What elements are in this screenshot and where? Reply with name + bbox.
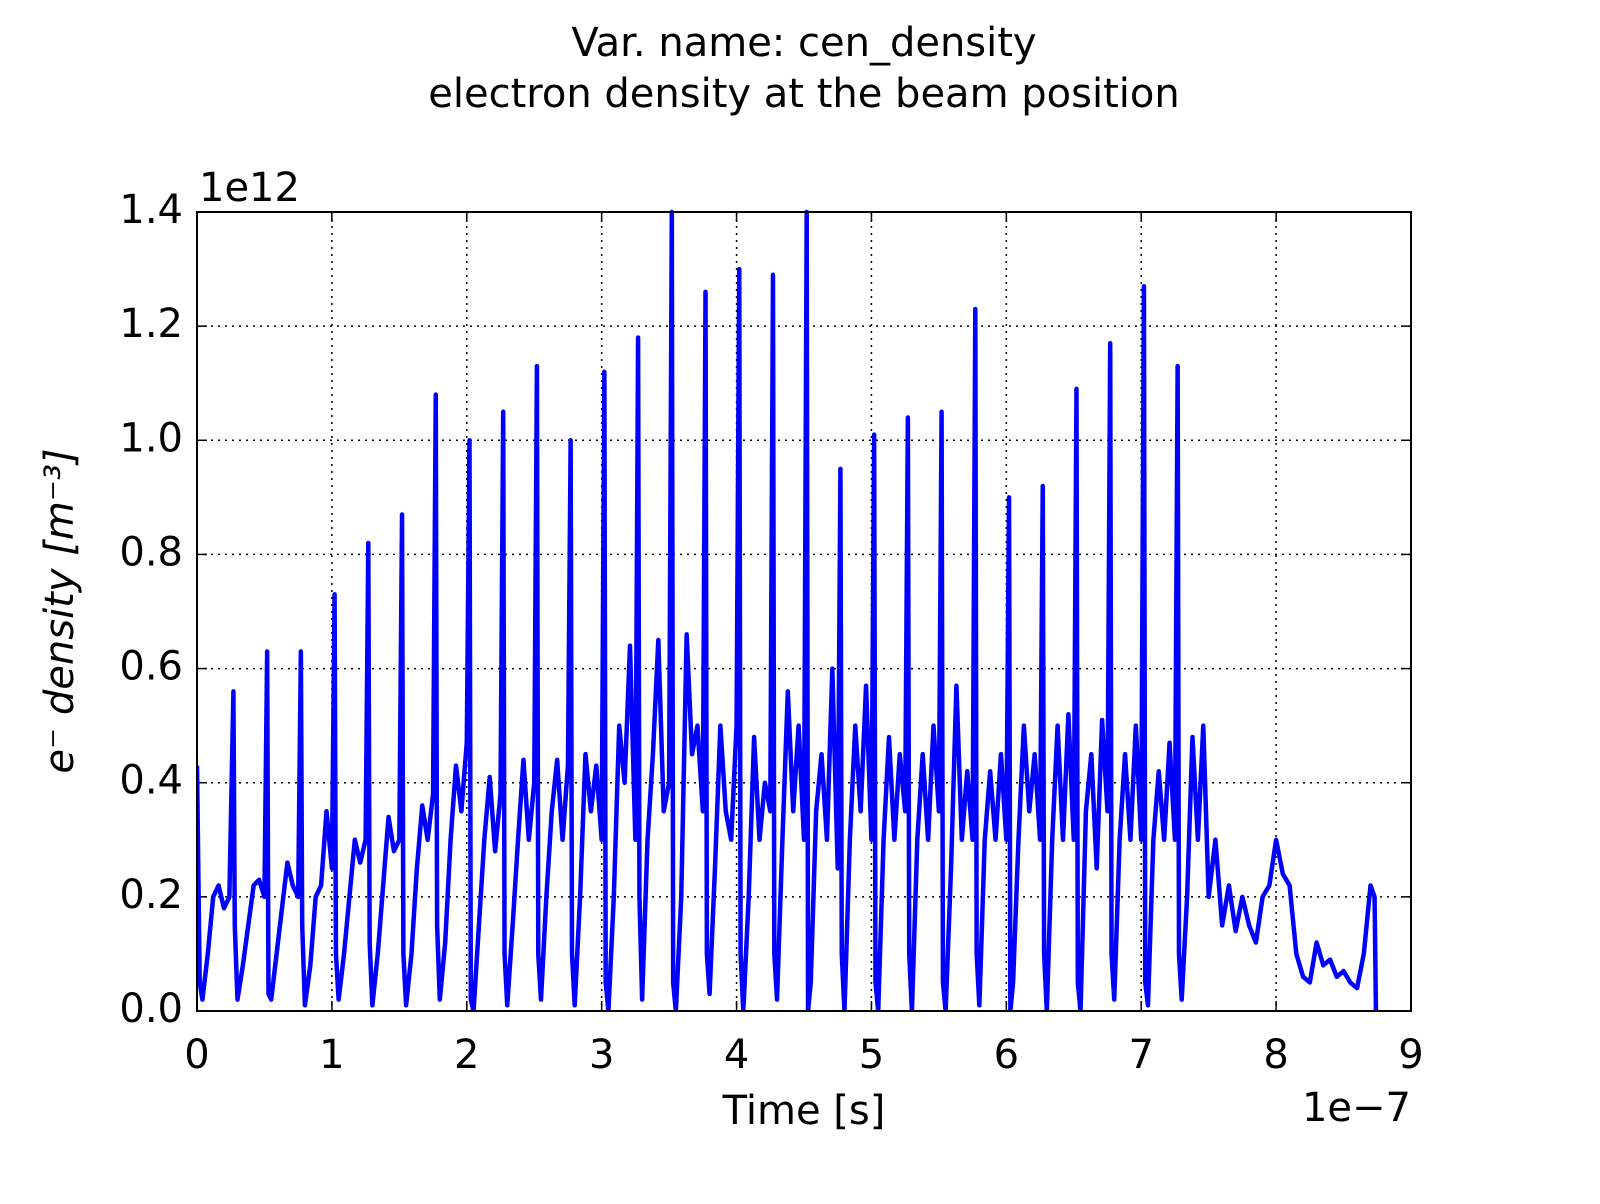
plot-area: 0 1 2 3 4 5 6 7 8 9 0.0 0.2 0.4 0.6 0.8 1.0 1.2 1.4 — [119, 187, 1423, 1078]
x-tick-label: 3 — [589, 1032, 614, 1078]
y-tick-label: 1.0 — [119, 415, 183, 461]
x-tick-label: 4 — [724, 1032, 749, 1078]
y-tick-label: 0.6 — [119, 644, 183, 690]
y-tick-label: 0.4 — [119, 758, 183, 804]
y-tick-label: 0.0 — [119, 986, 183, 1032]
y-axis-label: e⁻ density [m⁻³] — [37, 448, 83, 773]
y-tick-label: 1.4 — [119, 187, 183, 233]
y-tick-label: 1.2 — [119, 301, 183, 347]
y-tick-label: 0.8 — [119, 529, 183, 575]
x-tick-label: 6 — [994, 1032, 1019, 1078]
x-tick-label: 5 — [859, 1032, 884, 1078]
chart-title: Var. name: cen_density — [571, 20, 1036, 66]
x-tick-label: 9 — [1398, 1032, 1423, 1078]
x-tick-label: 2 — [454, 1032, 479, 1078]
x-tick-label: 8 — [1263, 1032, 1288, 1078]
x-tick-label: 7 — [1128, 1032, 1153, 1078]
x-axis-label: Time [s] — [722, 1088, 886, 1134]
x-tick-label: 0 — [184, 1032, 209, 1078]
x-offset-label: 1e−7 — [1302, 1085, 1411, 1131]
x-tick-label: 1 — [319, 1032, 344, 1078]
chart-subtitle: electron density at the beam position — [428, 71, 1179, 117]
data-line — [197, 209, 1379, 1011]
plot-frame — [196, 211, 1412, 1012]
y-tick-label: 0.2 — [119, 872, 183, 918]
y-offset-label: 1e12 — [199, 165, 300, 211]
